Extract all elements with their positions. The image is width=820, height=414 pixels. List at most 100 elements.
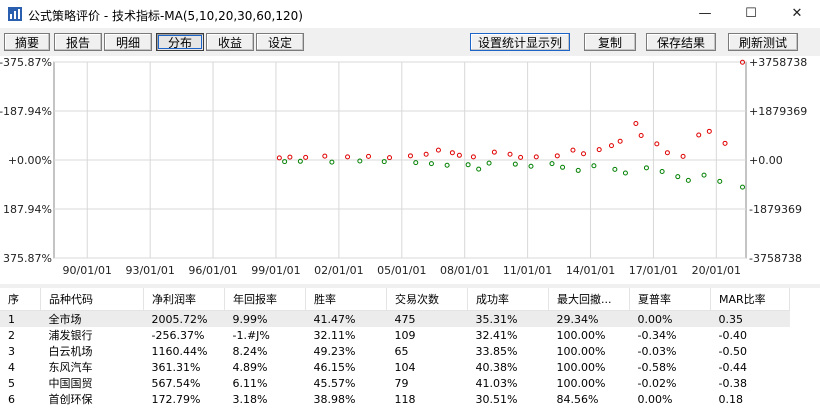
table-row[interactable]: 2 浦发银行 -256.37% -1.#J% 32.11% 109 32.41% 100.00… — [0, 327, 790, 343]
left-tick-label: 375.87% — [3, 252, 52, 265]
col-code[interactable]: 品种代码 — [40, 288, 144, 311]
table-cell: 45.57% — [305, 375, 387, 391]
table-cell: 浦发银行 — [48, 329, 93, 342]
right-axis: +3758738 +1879369 +0.00 -1879369 -3758738 — [749, 56, 807, 265]
x-tick-label: 14/01/01 — [566, 264, 615, 277]
scatter-point — [381, 159, 387, 165]
table-cell: 109 — [394, 328, 416, 342]
scatter-point — [413, 160, 419, 166]
scatter-point — [570, 147, 576, 153]
distribution-chart-panel: -375.87% -187.94% +0.00% 187.94% 375.87% +37… — [0, 56, 820, 284]
col-mar[interactable]: MAR比率 — [710, 288, 790, 311]
table-cell: 46.15% — [313, 360, 356, 374]
table-header-row: 序 品种代码 净利润率 年回报率 胜率 交易次数 成功率 最大回撤... 夏普率… — [0, 288, 790, 311]
left-tick-label: +0.00% — [8, 154, 52, 167]
table-cell: 40.38% — [475, 360, 518, 374]
x-tick-label: 11/01/01 — [503, 264, 552, 277]
scatter-point — [465, 162, 471, 168]
table-cell: 6.11% — [224, 375, 306, 391]
col-index[interactable]: 序 — [0, 288, 41, 311]
tab-settings[interactable]: 设定 — [256, 33, 304, 51]
table-row[interactable]: 5 中国国贸 567.54% 6.11% 45.57% 79 41.03% 100.00% -0… — [0, 375, 790, 391]
col-max-drawdown[interactable]: 最大回撤... — [548, 288, 630, 311]
table-cell: 30.51% — [475, 392, 518, 406]
scatter-point — [476, 166, 482, 172]
scatter-point — [456, 152, 462, 158]
scatter-point — [701, 172, 707, 178]
toolbar: 摘要 报告 明细 分布 收益 设定 设置统计显示列 复制 保存结果 刷新测试 — [0, 28, 820, 56]
table-cell: 38.98% — [313, 392, 356, 406]
tab-returns[interactable]: 收益 — [206, 33, 254, 51]
col-success-rate[interactable]: 成功率 — [467, 288, 549, 311]
left-tick-label: 187.94% — [3, 203, 52, 216]
tab-summary[interactable]: 摘要 — [4, 33, 50, 51]
set-columns-button[interactable]: 设置统计显示列 — [470, 33, 570, 51]
col-trades[interactable]: 交易次数 — [386, 288, 468, 311]
scatter-point — [428, 161, 434, 167]
left-axis: -375.87% -187.94% +0.00% 187.94% 375.87% — [0, 56, 52, 265]
table-cell: -1.#J% — [232, 328, 270, 342]
table-cell: 1160.44% — [143, 343, 225, 359]
right-tick-label: +3758738 — [749, 56, 807, 69]
table-cell: 1 — [0, 310, 41, 327]
table-cell: -0.02% — [629, 375, 711, 391]
x-tick-label: 90/01/01 — [63, 264, 112, 277]
table-cell: 29.34% — [548, 310, 630, 327]
table-cell: -0.44 — [718, 360, 747, 374]
tab-report[interactable]: 报告 — [54, 33, 102, 51]
table-cell: 172.79% — [151, 392, 201, 406]
table-cell: 2005.72% — [143, 310, 225, 327]
scatter-point — [680, 153, 686, 159]
scatter-point — [622, 170, 628, 176]
table-cell: 东风汽车 — [48, 361, 93, 374]
col-sharpe[interactable]: 夏普率 — [629, 288, 711, 311]
maximize-button[interactable]: ☐ — [745, 6, 757, 21]
close-button[interactable]: ✕ — [791, 6, 803, 21]
scatter-point — [717, 178, 723, 184]
tab-details[interactable]: 明细 — [104, 33, 152, 51]
scatter-point — [486, 160, 492, 166]
copy-button[interactable]: 复制 — [584, 33, 636, 51]
table-cell: 中国国贸 — [40, 375, 144, 391]
scatter-point — [407, 153, 413, 159]
minimize-button[interactable]: — — [698, 6, 712, 21]
scatter-point — [512, 161, 518, 167]
x-tick-label: 17/01/01 — [629, 264, 678, 277]
scatter-point — [675, 174, 681, 180]
distribution-chart: -375.87% -187.94% +0.00% 187.94% 375.87% +37… — [0, 56, 807, 277]
table-cell: 41.03% — [467, 375, 549, 391]
col-annual-return[interactable]: 年回报率 — [224, 288, 306, 311]
table-cell: -0.58% — [637, 360, 677, 374]
scatter-point — [533, 154, 539, 160]
col-win-rate[interactable]: 胜率 — [305, 288, 387, 311]
table-cell: 首创环保 — [48, 393, 93, 406]
scatter-point — [423, 151, 429, 157]
scatter-point — [357, 158, 363, 164]
table-cell: -0.38 — [710, 375, 790, 391]
scatter-point — [739, 184, 745, 190]
save-results-button[interactable]: 保存结果 — [646, 33, 716, 51]
table-cell: 9.99% — [224, 310, 306, 327]
scatter-point — [322, 153, 328, 159]
splitter[interactable] — [0, 284, 820, 288]
tab-distribution[interactable]: 分布 — [156, 33, 204, 51]
right-tick-label: -3758738 — [749, 252, 802, 265]
table-row[interactable]: 3 白云机场 1160.44% 8.24% 49.23% 65 33.85% 100.00% -… — [0, 343, 790, 359]
left-tick-label: -375.87% — [0, 56, 52, 69]
app-icon — [8, 7, 22, 21]
table-cell: 0.00% — [629, 310, 711, 327]
scatter-point — [528, 163, 534, 169]
table-row[interactable]: 1 全市场 2005.72% 9.99% 41.47% 475 35.31% 29.34% 0.… — [0, 310, 790, 327]
table-cell: 3.18% — [232, 392, 268, 406]
scatter-point — [617, 138, 623, 144]
refresh-test-button[interactable]: 刷新测试 — [728, 33, 798, 51]
scatter-point — [722, 140, 728, 146]
table-row[interactable]: 4 东风汽车 361.31% 4.89% 46.15% 104 40.38% 100.00% -… — [0, 359, 790, 375]
scatter-point — [449, 150, 455, 156]
scatter-point — [287, 154, 293, 160]
x-tick-label: 96/01/01 — [188, 264, 237, 277]
scatter-point — [591, 163, 597, 169]
table-row[interactable]: 6 首创环保 172.79% 3.18% 38.98% 118 30.51% 84.56% 0.… — [0, 391, 790, 407]
col-net-profit[interactable]: 净利润率 — [143, 288, 225, 311]
scatter-point — [507, 151, 513, 157]
